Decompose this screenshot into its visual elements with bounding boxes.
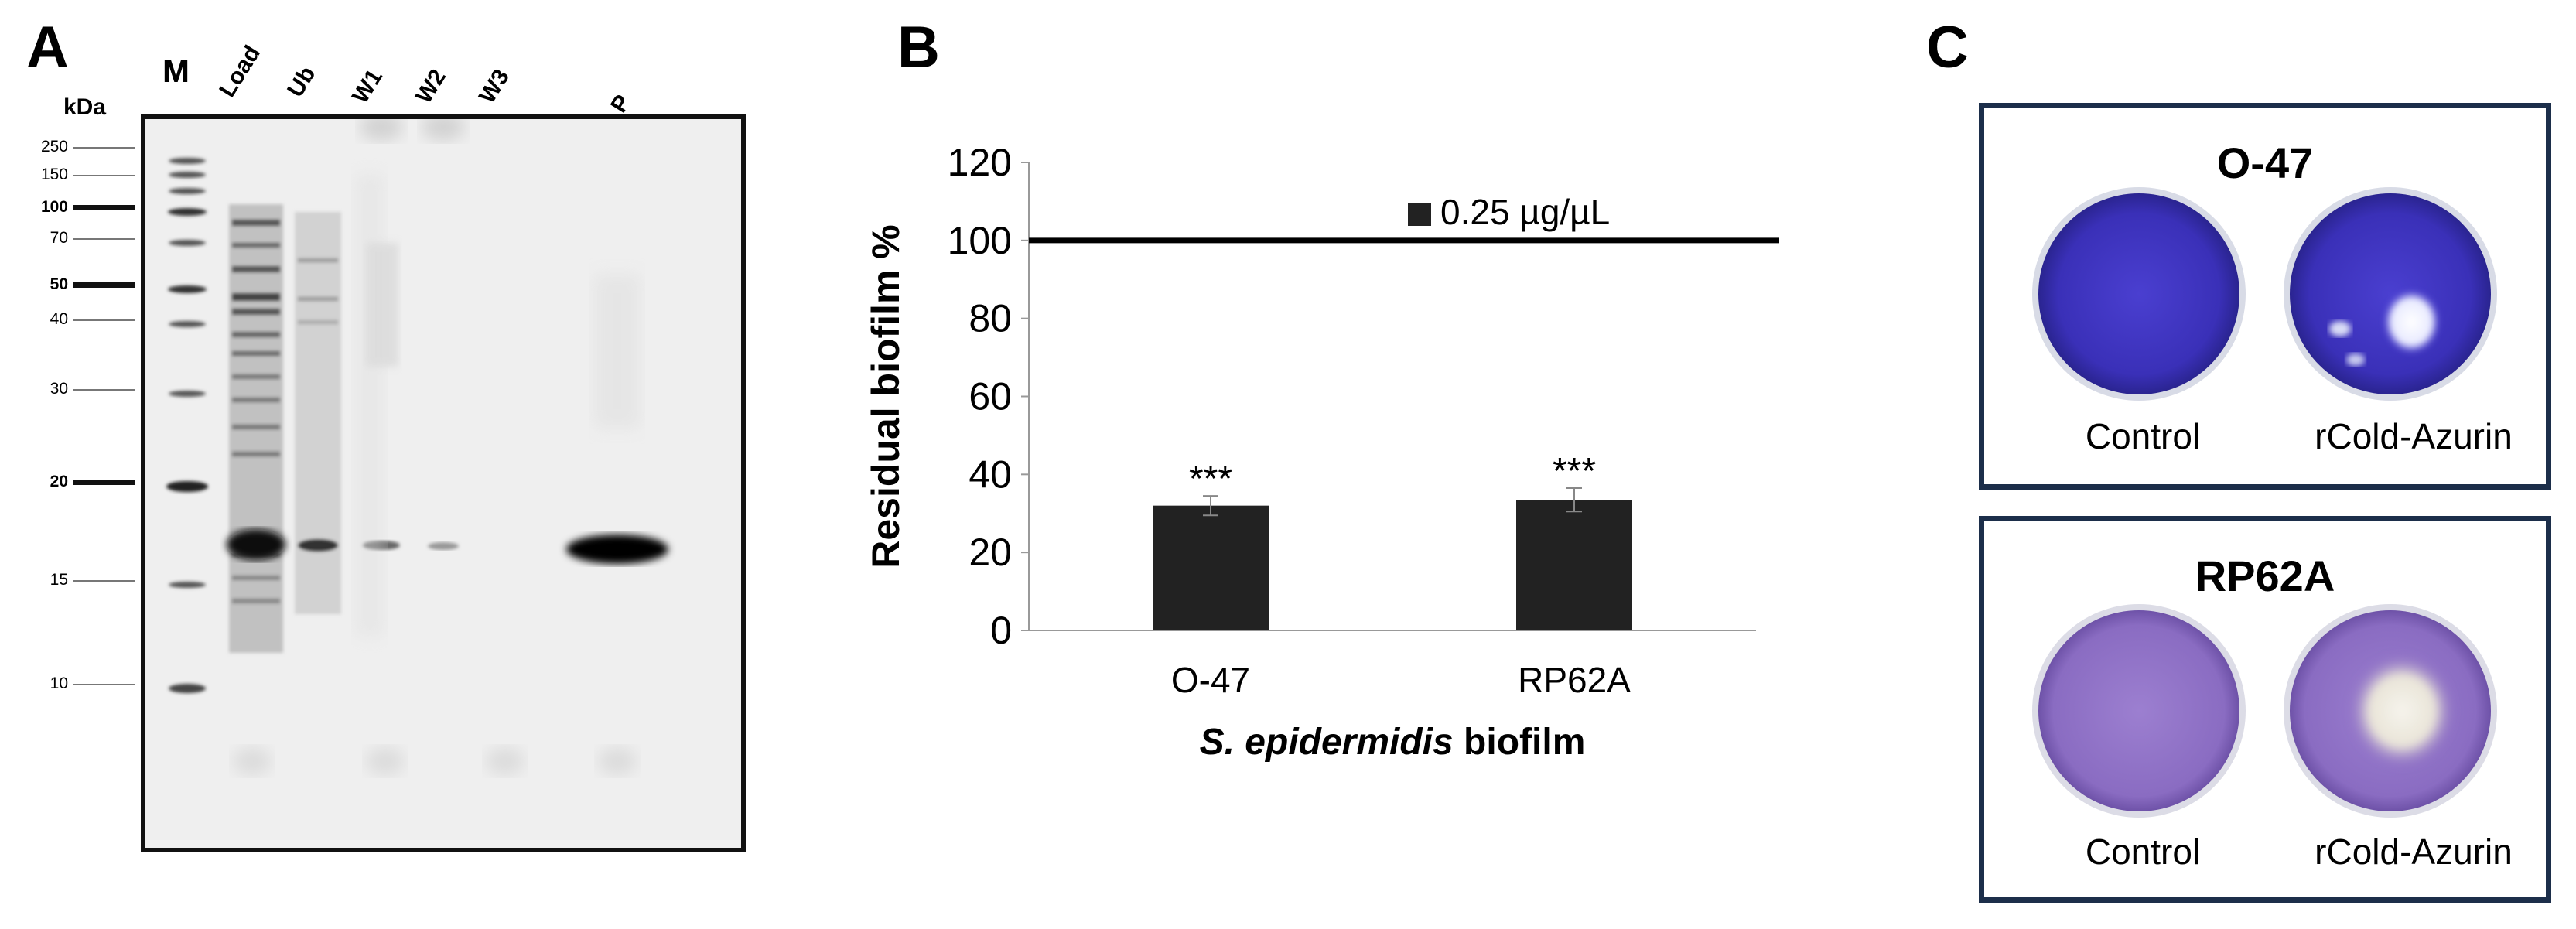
x-axis-label-rest: biofilm [1454, 722, 1586, 763]
marker-tick [73, 319, 135, 321]
lane-label-p: P [606, 91, 636, 118]
y-tick-label: 100 [948, 219, 1012, 262]
gel-image [141, 114, 746, 852]
plate-treated [2284, 604, 2497, 818]
lane-label-load: Load [214, 41, 266, 102]
y-tick-label: 0 [990, 609, 1012, 652]
marker-label: 50 [50, 275, 68, 293]
plate-caption-control: Control [2085, 416, 2201, 456]
significance-label: *** [1553, 451, 1596, 492]
marker-label: 100 [40, 198, 68, 216]
marker-label: 40 [50, 310, 68, 328]
plate-panel-o47: O-47 Control rCold-Azu [1979, 103, 2551, 490]
load-target-band [227, 529, 285, 560]
marker-tick [73, 282, 135, 288]
plate-images [2032, 604, 2497, 818]
plate-caption-treated: rCold-Azurin [2315, 832, 2513, 872]
marker-label: 30 [50, 380, 68, 398]
y-tick-label: 40 [969, 453, 1012, 496]
category-label: O-47 [1171, 660, 1250, 700]
marker-label: 150 [40, 166, 68, 183]
x-axis-label: S. epidermidis biofilm [1200, 722, 1586, 763]
lane-label-w1: W1 [347, 64, 388, 108]
plate-images [2032, 187, 2497, 401]
kda-unit-label: kDa [63, 94, 107, 120]
plate-control [2032, 187, 2246, 401]
bar [1153, 505, 1269, 630]
plate-title: RP62A [2195, 552, 2335, 600]
significance-label: *** [1189, 459, 1232, 500]
panel-b-letter: B [897, 15, 940, 80]
y-tick-label: 20 [969, 531, 1012, 574]
plate-panel-rp62a: RP62A Control rCold-Azurin [1979, 516, 2551, 903]
marker-tick [73, 684, 135, 685]
lane-label-m: M [162, 53, 190, 89]
marker-tick [73, 175, 135, 176]
plate-treated [2284, 187, 2497, 401]
marker-lane [166, 158, 208, 693]
marker-label: 250 [40, 138, 68, 155]
marker-tick [73, 580, 135, 582]
marker-tick [73, 147, 135, 149]
load-lane [229, 204, 283, 653]
ub-lane [295, 212, 341, 614]
marker-label: 10 [50, 675, 68, 692]
plate-caption-control: Control [2085, 832, 2201, 872]
p-target-band [566, 535, 668, 564]
marker-tick [73, 205, 135, 210]
y-tick-label: 60 [969, 375, 1012, 418]
plate-title: O-47 [2216, 138, 2314, 187]
lane-label-w2: W2 [411, 64, 451, 108]
plate-control [2032, 604, 2246, 818]
category-label: RP62A [1518, 660, 1631, 700]
legend-swatch [1408, 203, 1431, 226]
legend-label: 0.25 µg/µL [1440, 192, 1610, 232]
panel-c-letter: C [1926, 15, 1969, 80]
marker-tick [73, 389, 135, 391]
w2-band [428, 542, 459, 550]
marker-tick [73, 480, 135, 485]
bar [1516, 500, 1632, 630]
marker-label: 70 [50, 229, 68, 247]
bar-chart: 0 20 40 60 80 100 120 Residual biofilm % *** O-47… [864, 141, 1779, 763]
x-axis-label-species: S. epidermidis [1200, 722, 1454, 763]
lane-label-w3: W3 [474, 64, 514, 108]
gel-bands [145, 119, 741, 848]
marker-tick [73, 238, 135, 240]
marker-label: 20 [50, 473, 68, 490]
y-tick-label: 80 [969, 297, 1012, 340]
y-tick-label: 120 [948, 141, 1012, 184]
y-axis-label: Residual biofilm % [864, 224, 907, 569]
lane-label-ub: Ub [282, 62, 321, 102]
marker-label: 15 [50, 571, 68, 589]
panel-a-letter: A [26, 15, 69, 80]
plate-caption-treated: rCold-Azurin [2315, 416, 2513, 456]
